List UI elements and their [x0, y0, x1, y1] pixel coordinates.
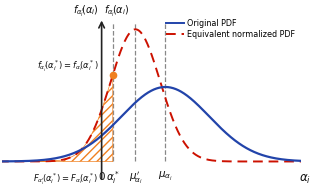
Text: $f_{\alpha^\prime_i}\!(\alpha_i)$: $f_{\alpha^\prime_i}\!(\alpha_i)$	[73, 3, 99, 19]
Legend: Original PDF, Equivalent normalized PDF: Original PDF, Equivalent normalized PDF	[164, 18, 297, 41]
Text: $\mu^\prime_{\!\alpha_i}$: $\mu^\prime_{\!\alpha_i}$	[129, 170, 142, 186]
Text: $0$: $0$	[98, 170, 105, 182]
Text: $\mu_{\alpha_i}$: $\mu_{\alpha_i}$	[158, 170, 173, 183]
Text: $f_{\alpha^\prime_i}\!(\alpha^*_i){=}f_{\alpha_i}\!(\alpha^*_i)$: $f_{\alpha^\prime_i}\!(\alpha^*_i){=}f_{…	[37, 58, 98, 74]
Text: $f_{\alpha_i}\!(\alpha_i)$: $f_{\alpha_i}\!(\alpha_i)$	[105, 4, 130, 19]
Text: $\alpha_i$: $\alpha_i$	[299, 173, 311, 186]
Text: $\alpha^*_i$: $\alpha^*_i$	[106, 170, 120, 186]
Text: $F_{\alpha^\prime_i}\!(\alpha^*_i){=}F_{\alpha_i}\!(\alpha^*_i)$: $F_{\alpha^\prime_i}\!(\alpha^*_i){=}F_{…	[33, 171, 98, 187]
